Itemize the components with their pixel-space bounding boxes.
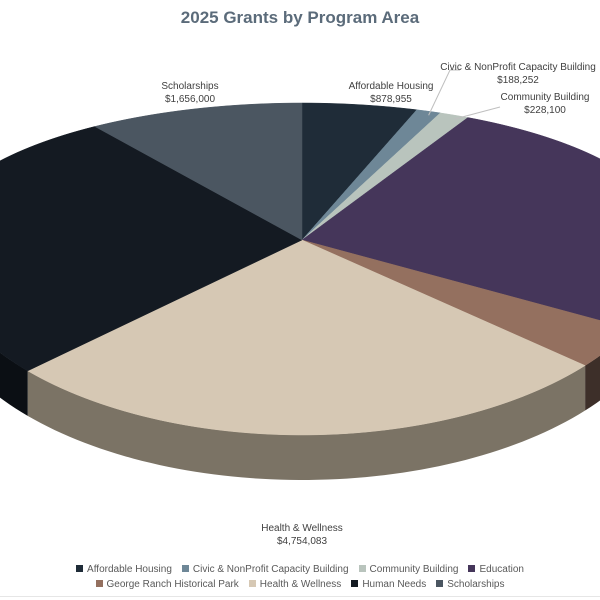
- data-label-affordable-housing: Affordable Housing $878,955: [349, 80, 434, 106]
- legend-swatch: [358, 565, 366, 572]
- pie-side-george-ranch-historical-park: [585, 355, 600, 411]
- data-label-value: $188,252: [497, 75, 539, 86]
- pie-slice-scholarships[interactable]: [94, 102, 303, 241]
- legend-item-george-ranch-historical-park[interactable]: George Ranch Historical Park: [95, 577, 239, 592]
- legend-label: Human Needs: [362, 579, 427, 590]
- pie-slice-affordable-housing[interactable]: [301, 102, 418, 241]
- data-label-scholarships: Scholarships $1,656,000: [161, 80, 218, 106]
- data-label-value: $878,955: [370, 94, 412, 105]
- legend: Affordable Housing Civic & NonProfit Capa…: [0, 562, 600, 592]
- legend-swatch: [248, 580, 256, 587]
- data-label-value: $4,754,083: [276, 536, 328, 547]
- pie-side-health-wellness: [27, 365, 586, 480]
- pie-slice-education[interactable]: [301, 117, 600, 329]
- legend-label: Civic & NonProfit Capacity Building: [192, 564, 349, 575]
- legend-label: Affordable Housing: [87, 564, 172, 575]
- legend-swatch: [468, 565, 476, 572]
- leader-line-community: [454, 106, 501, 120]
- legend-label: George Ranch Historical Park: [106, 579, 239, 590]
- legend-swatch: [351, 580, 359, 587]
- divider: [0, 596, 600, 597]
- chart-title: 2025 Grants by Program Area: [180, 8, 420, 27]
- data-label-health-wellness: Health & Wellness $4,754,083: [261, 522, 343, 548]
- data-label-community-building: Community Building $228,100: [501, 91, 590, 117]
- data-label-name: Civic & NonProfit Capacity Building: [440, 62, 596, 73]
- pie-slice-human-needs[interactable]: [0, 126, 303, 372]
- pie-side-human-needs: [0, 352, 28, 416]
- data-label-name: Scholarships: [161, 81, 219, 92]
- legend-item-civic-nonprofit-capacity-building[interactable]: Civic & NonProfit Capacity Building: [181, 562, 349, 577]
- data-label-value: $228,100: [524, 105, 566, 116]
- data-label-civic: Civic & NonProfit Capacity Building $188…: [440, 61, 596, 87]
- legend-swatch: [181, 565, 189, 572]
- legend-label: Scholarships: [447, 579, 505, 590]
- legend-label: Community Building: [369, 564, 459, 575]
- legend-item-community-building[interactable]: Community Building: [358, 562, 459, 577]
- legend-item-health-wellness[interactable]: Health & Wellness: [248, 577, 342, 592]
- leader-line-civic: [428, 69, 460, 116]
- data-label-name: Affordable Housing: [348, 81, 434, 92]
- legend-label: Health & Wellness: [259, 579, 342, 590]
- legend-swatch: [76, 565, 84, 572]
- data-label-value: $1,656,000: [164, 94, 216, 105]
- legend-swatch: [436, 580, 444, 587]
- pie-slice-health-wellness[interactable]: [27, 239, 586, 436]
- legend-item-scholarships[interactable]: Scholarships: [436, 577, 505, 592]
- legend-item-education[interactable]: Education: [468, 562, 524, 577]
- pie-slice-george-ranch-historical-park[interactable]: [301, 239, 600, 366]
- data-label-name: Community Building: [500, 92, 590, 103]
- legend-swatch: [95, 580, 103, 587]
- legend-item-human-needs[interactable]: Human Needs: [351, 577, 426, 592]
- data-label-name: Health & Wellness: [261, 523, 343, 534]
- legend-label: Education: [479, 564, 524, 575]
- legend-item-affordable-housing[interactable]: Affordable Housing: [76, 562, 172, 577]
